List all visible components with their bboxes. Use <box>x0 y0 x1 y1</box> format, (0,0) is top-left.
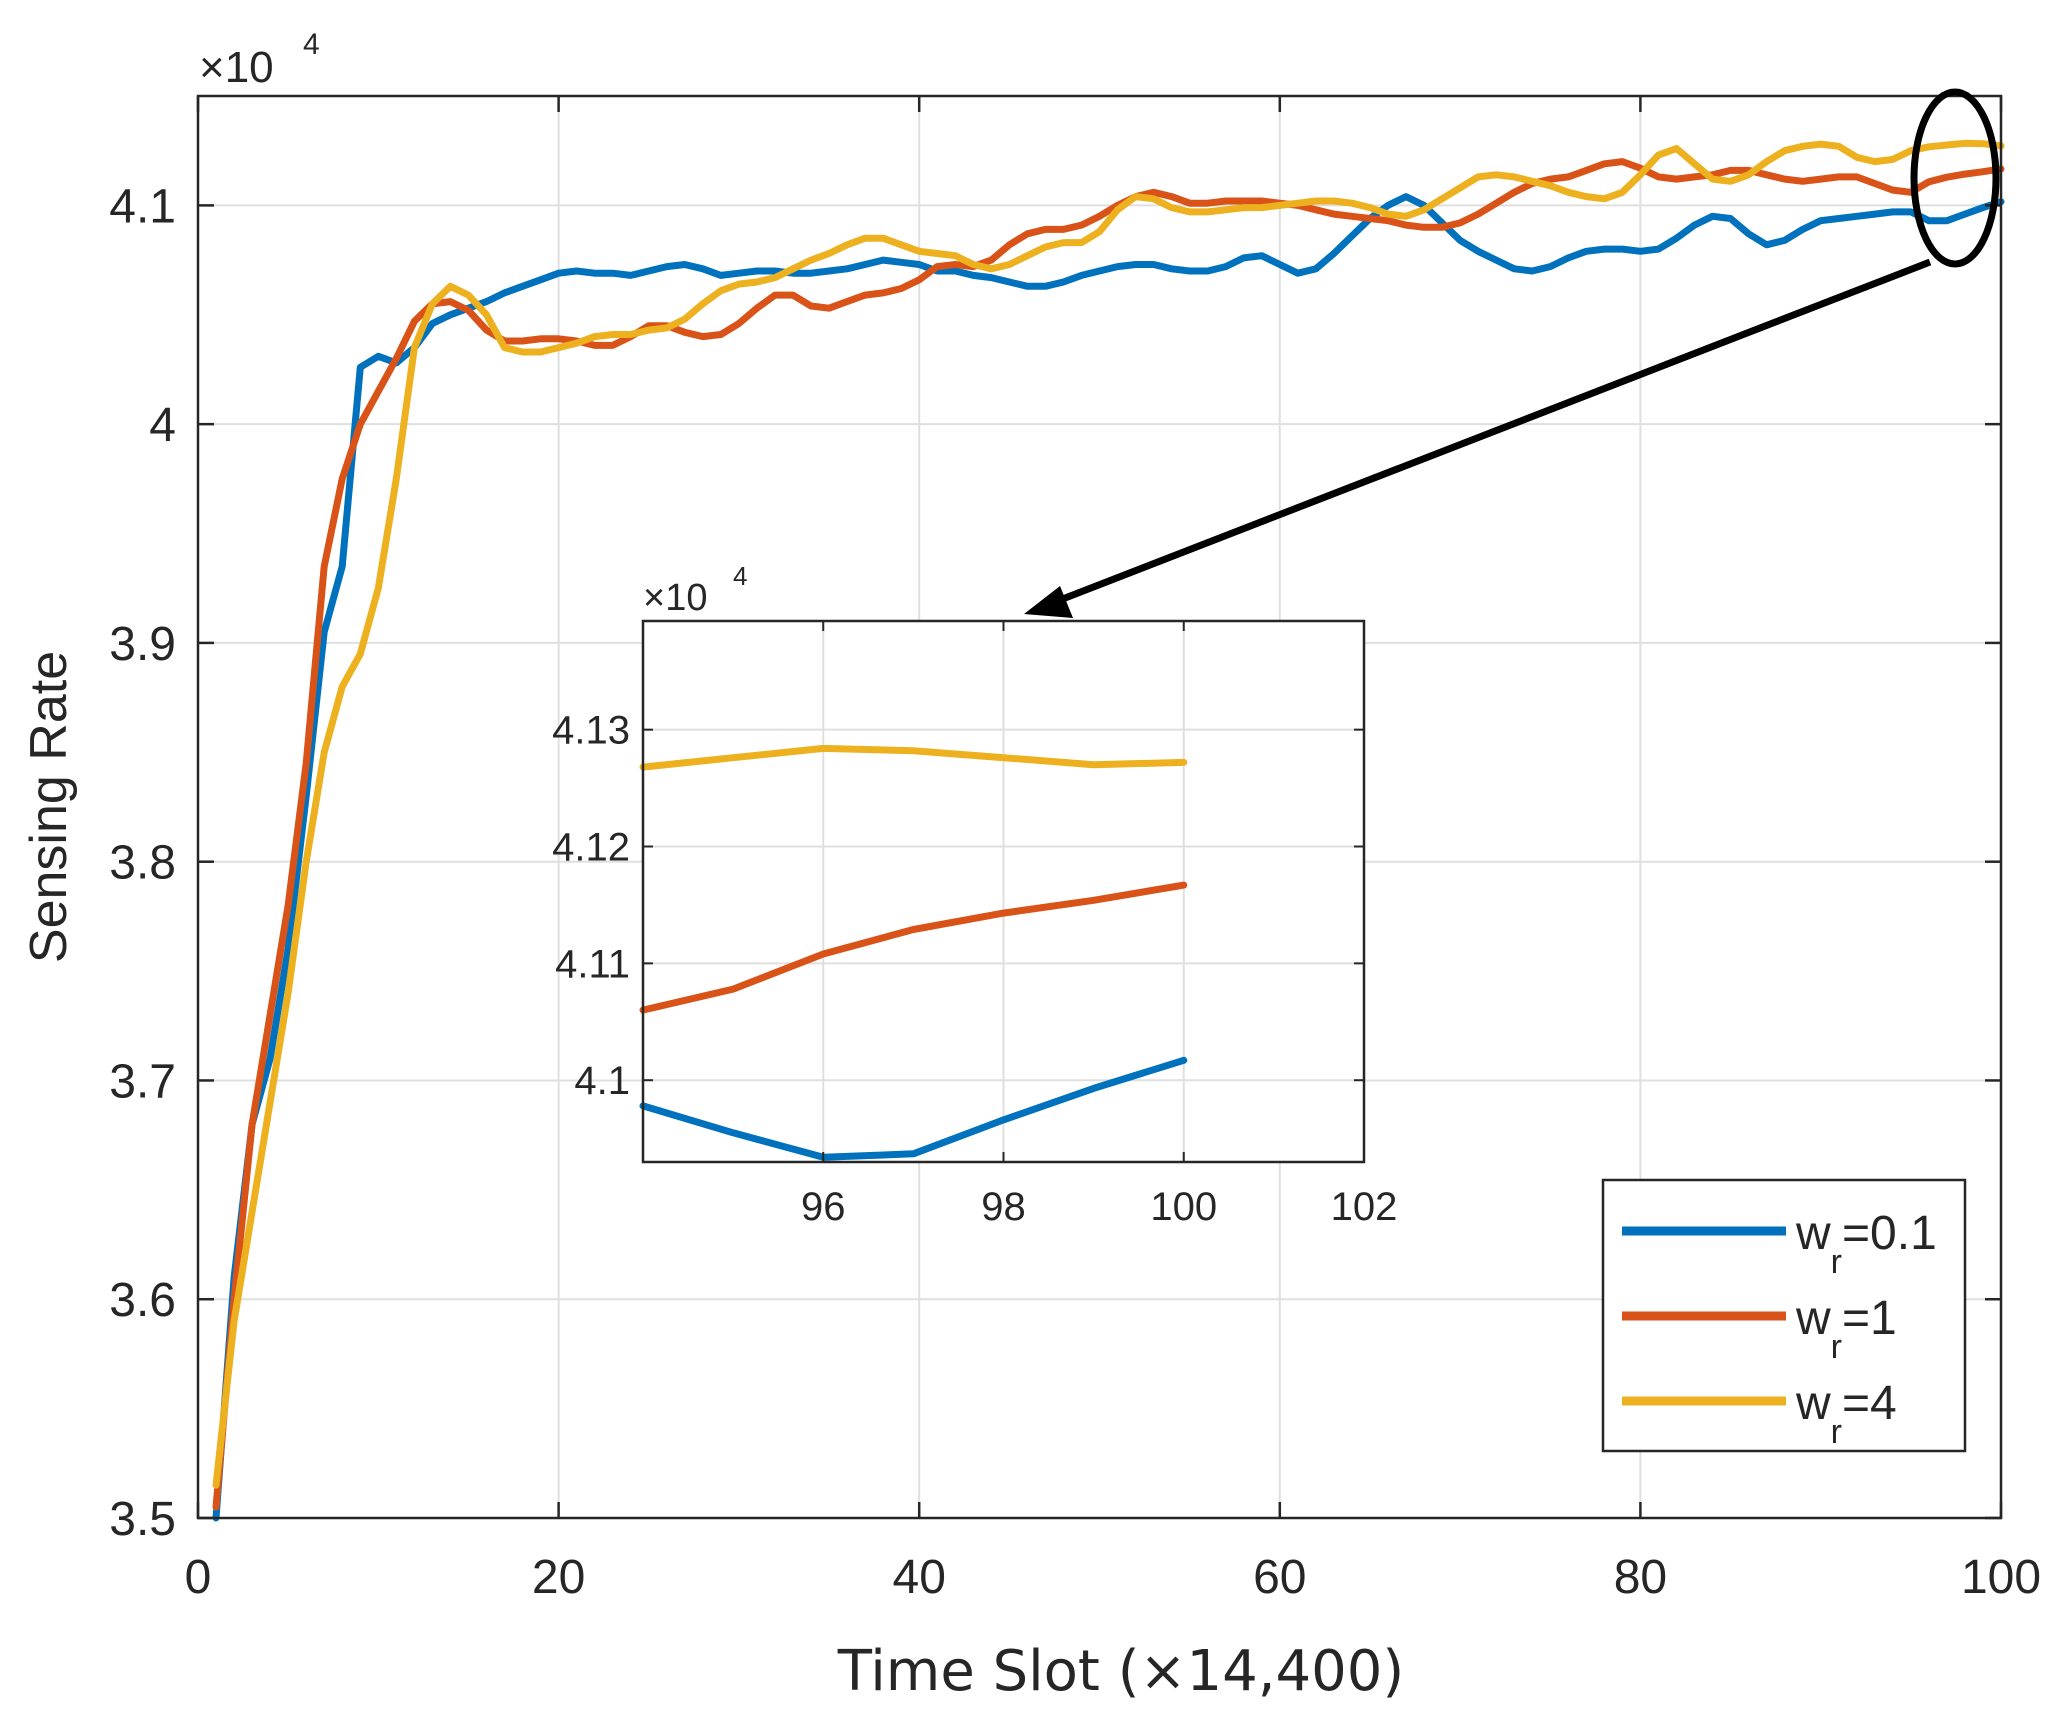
zoom-arrow-shaft <box>1058 258 1932 604</box>
y-tick-label: 3.6 <box>109 1274 176 1327</box>
inset-series-line-2 <box>639 744 1188 771</box>
x-tick-label: 0 <box>185 1551 212 1604</box>
y-tick-label: 4 <box>149 399 176 452</box>
legend-label-2: wr=4 <box>1795 1377 1897 1451</box>
main-ticks <box>196 96 2003 1520</box>
legend-label-subscript: r <box>1831 1243 1842 1281</box>
legend-label-0: wr=0.1 <box>1795 1207 1937 1281</box>
inset-grid <box>643 621 1364 1162</box>
x-tick-label: 80 <box>1614 1551 1667 1604</box>
y-exponent-base: ×10 <box>199 43 274 92</box>
zoom-highlight-ellipse <box>1910 88 2000 268</box>
zoom-arrow-head <box>1024 586 1073 618</box>
y-tick-label: 3.7 <box>109 1055 176 1108</box>
series-line-2 <box>212 139 2005 1489</box>
series-line-0 <box>212 193 2005 1522</box>
legend-label-1: wr=1 <box>1795 1292 1897 1366</box>
inset-x-tick-labels: 96 98 100 102 <box>801 1185 1397 1229</box>
inset-ticks <box>643 621 1365 1162</box>
inset-y-tick-label: 4.13 <box>552 709 630 753</box>
y-tick-label: 3.9 <box>109 618 176 671</box>
legend-label-suffix: =1 <box>1842 1292 1897 1345</box>
inset-y-tick-label: 4.1 <box>574 1059 630 1103</box>
y-tick-labels: 3.5 3.6 3.7 3.8 3.9 4 4.1 <box>109 180 176 1546</box>
x-tick-labels: 0 20 40 60 80 100 <box>185 1551 2041 1604</box>
x-axis-label: Time Slot (×14,400) <box>837 1639 1405 1704</box>
legend-label-suffix: =0.1 <box>1842 1207 1937 1260</box>
inset-x-tick-label: 98 <box>981 1185 1026 1229</box>
y-tick-label: 4.1 <box>109 180 176 233</box>
inset-x-tick-label: 100 <box>1150 1185 1217 1229</box>
legend-label-subscript: r <box>1831 1413 1842 1451</box>
inset-y-tick-label: 4.12 <box>552 826 630 870</box>
y-axis-label: Sensing Rate <box>20 651 78 963</box>
y-exponent-power: 4 <box>303 28 320 61</box>
legend-label-main: w <box>1795 1292 1831 1345</box>
y-tick-label: 3.8 <box>109 837 176 890</box>
inset-y-tick-label: 4.11 <box>555 942 630 986</box>
main-axes-box <box>196 94 2003 1520</box>
x-tick-label: 20 <box>532 1551 585 1604</box>
x-tick-label: 60 <box>1253 1551 1306 1604</box>
legend-label-main: w <box>1795 1207 1831 1260</box>
inset-exponent-base: ×10 <box>643 577 707 619</box>
inset-series <box>639 744 1188 1161</box>
inset-x-tick-label: 96 <box>801 1185 846 1229</box>
x-tick-label: 40 <box>893 1551 946 1604</box>
legend-label-main: w <box>1795 1377 1831 1430</box>
x-tick-label: 100 <box>1961 1551 2041 1604</box>
inset-series-line-1 <box>639 881 1188 1014</box>
inset-y-tick-labels: 4.1 4.11 4.12 4.13 <box>552 709 630 1104</box>
inset-x-tick-label: 102 <box>1331 1185 1398 1229</box>
inset-series-line-0 <box>639 1056 1188 1161</box>
legend-label-suffix: =4 <box>1842 1377 1897 1430</box>
legend-label-subscript: r <box>1831 1328 1842 1366</box>
y-tick-label: 3.5 <box>109 1493 176 1546</box>
legend: wr=0.1wr=1wr=4 <box>1622 1207 1937 1451</box>
main-series <box>212 139 2005 1522</box>
inset-exponent-power: 4 <box>733 561 747 591</box>
